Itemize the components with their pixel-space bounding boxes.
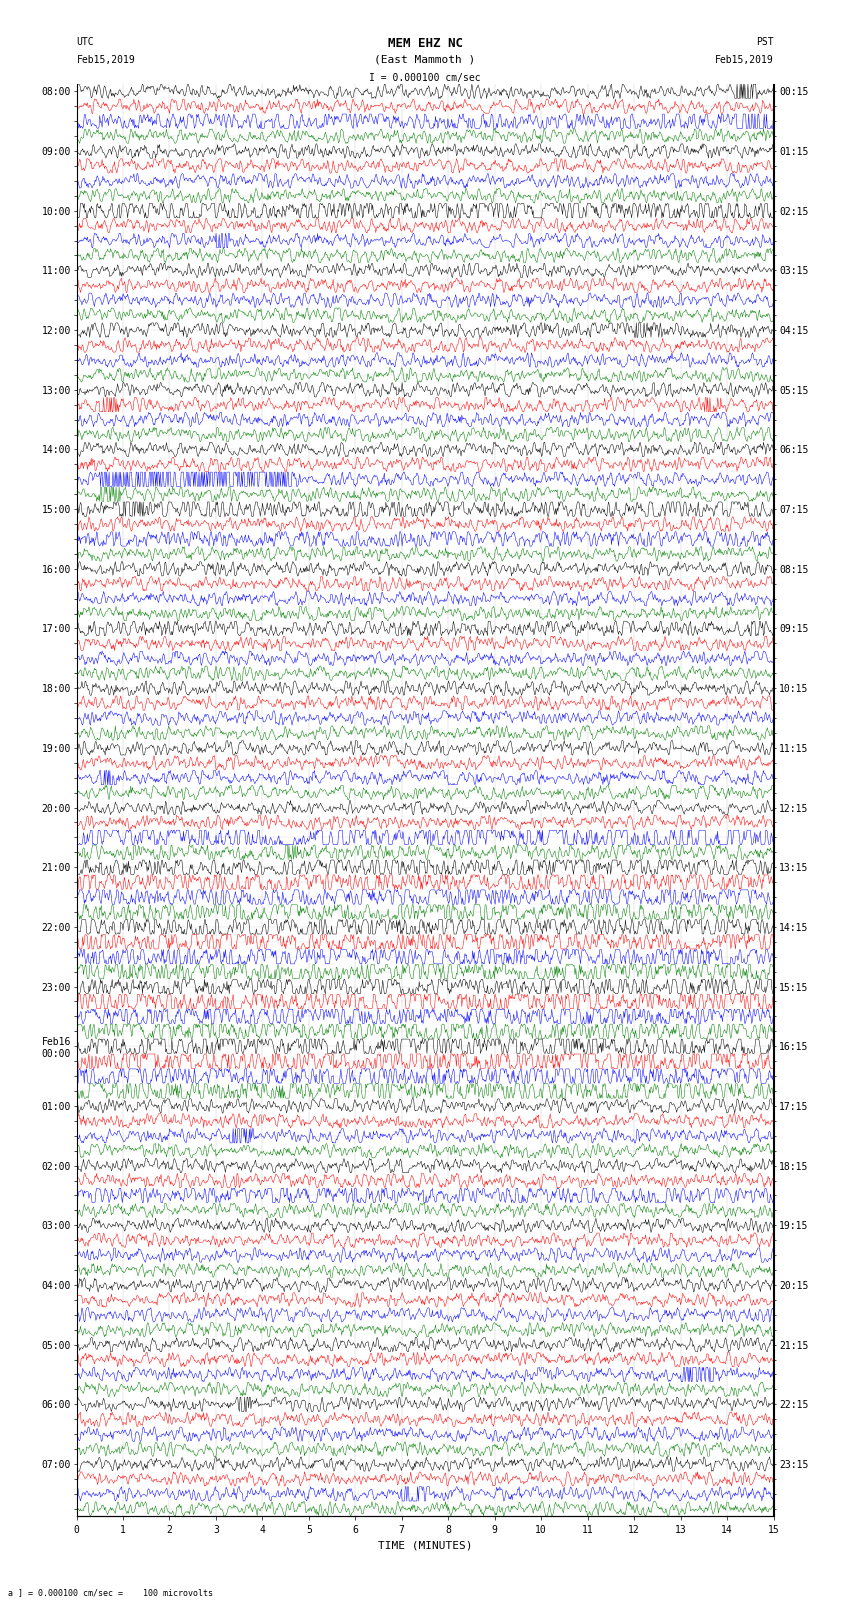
Text: I = 0.000100 cm/sec: I = 0.000100 cm/sec <box>369 73 481 82</box>
Text: PST: PST <box>756 37 774 47</box>
Text: UTC: UTC <box>76 37 94 47</box>
Text: Feb15,2019: Feb15,2019 <box>76 55 135 65</box>
Text: (East Mammoth ): (East Mammoth ) <box>374 55 476 65</box>
X-axis label: TIME (MINUTES): TIME (MINUTES) <box>377 1540 473 1550</box>
Text: Feb15,2019: Feb15,2019 <box>715 55 774 65</box>
Text: MEM EHZ NC: MEM EHZ NC <box>388 37 462 50</box>
Text: a ] = 0.000100 cm/sec =    100 microvolts: a ] = 0.000100 cm/sec = 100 microvolts <box>8 1587 213 1597</box>
